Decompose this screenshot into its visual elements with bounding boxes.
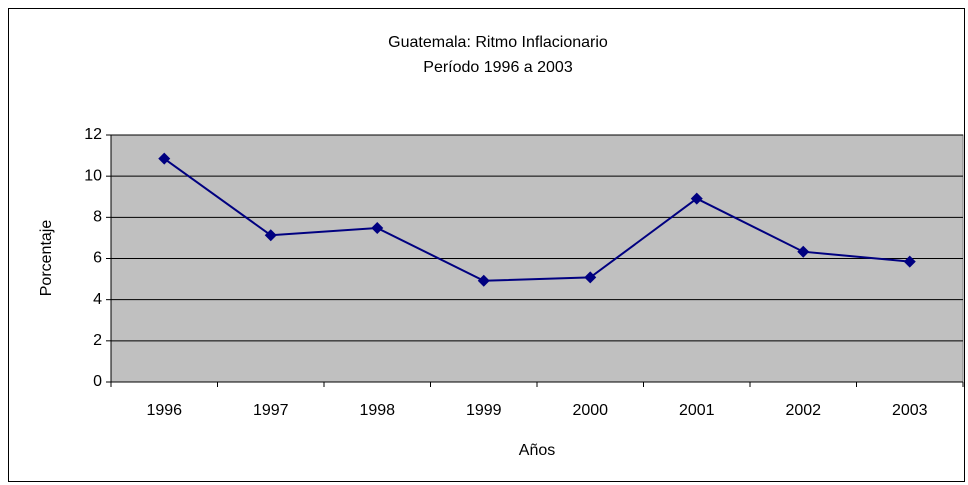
data-marker — [584, 271, 597, 284]
data-marker — [903, 255, 916, 268]
x-tick-label: 1996 — [146, 402, 182, 419]
x-tick-label: 2002 — [785, 402, 821, 419]
chart-subtitle: Período 1996 a 2003 — [423, 59, 573, 76]
y-tick-label: 6 — [93, 250, 102, 267]
data-marker — [264, 229, 277, 242]
data-marker — [797, 245, 810, 258]
x-tick-label: 1999 — [466, 402, 502, 419]
data-line — [163, 157, 910, 282]
x-axis-label: Años — [519, 442, 555, 459]
data-marker — [158, 152, 171, 165]
x-tick-label: 2001 — [679, 402, 715, 419]
x-tick-label: 2000 — [572, 402, 608, 419]
y-tick-label: 4 — [93, 291, 102, 308]
x-tick-label: 1997 — [253, 402, 289, 419]
y-axis-label: Porcentaje — [38, 220, 55, 297]
data-marker — [371, 222, 384, 235]
y-tick-label: 8 — [93, 209, 102, 226]
x-tick-label: 1998 — [359, 402, 395, 419]
y-tick-label: 12 — [84, 126, 102, 143]
data-marker — [690, 192, 703, 205]
x-tick-label: 2003 — [892, 402, 928, 419]
y-tick-label: 2 — [93, 332, 102, 349]
y-tick-label: 0 — [93, 373, 102, 390]
y-tick-label: 10 — [84, 167, 102, 184]
chart-title: Guatemala: Ritmo Inflacionario — [388, 34, 608, 51]
data-marker — [477, 274, 490, 287]
